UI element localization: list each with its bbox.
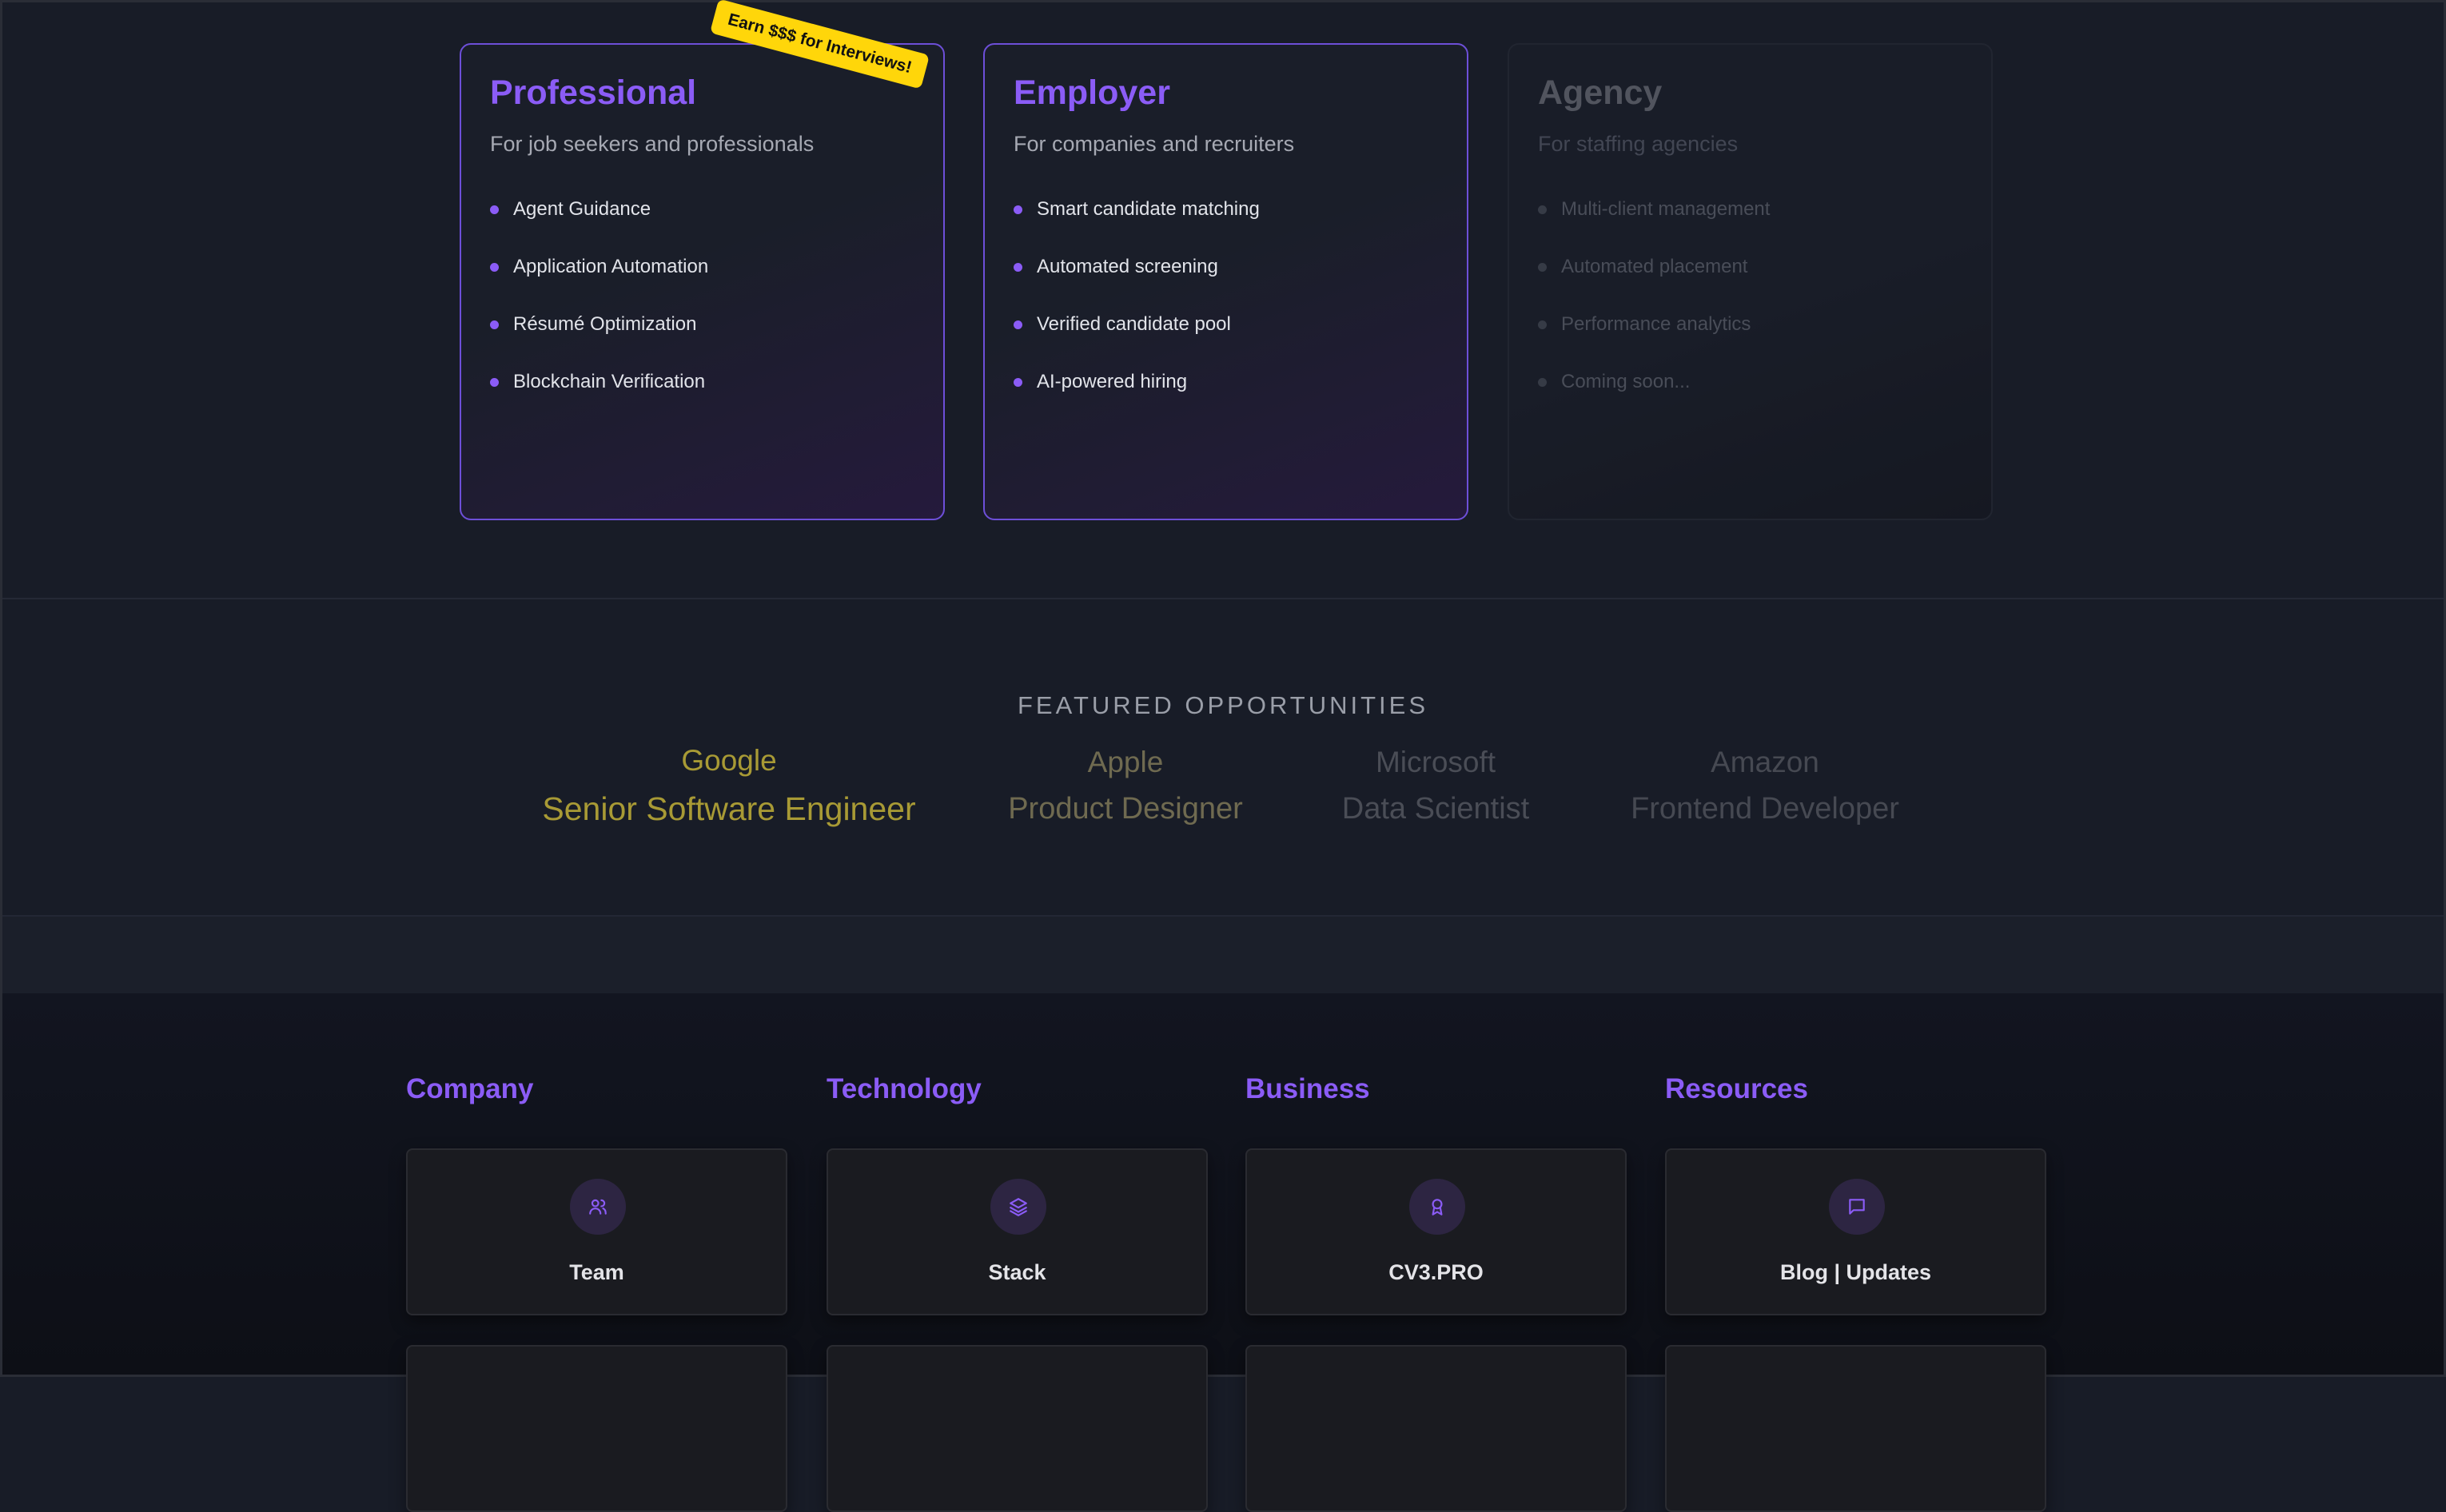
feature-item: Application Automation — [490, 238, 914, 296]
job-title: Product Designer — [1008, 792, 1243, 826]
footer-card-label: Team — [569, 1260, 624, 1284]
feature-item: Blockchain Verification — [490, 353, 914, 411]
company-name: Amazon — [1711, 746, 1819, 778]
users-icon — [570, 1179, 626, 1235]
feature-item: Smart candidate matching — [1014, 181, 1438, 238]
footer-card-blog-updates[interactable]: Blog | Updates — [1665, 1148, 2046, 1315]
bullet-icon — [490, 262, 499, 272]
plan-subtitle: For staffing agencies — [1538, 132, 1739, 156]
opportunity-item[interactable]: Google Senior Software Engineer — [542, 744, 915, 828]
layers-icon — [990, 1179, 1046, 1235]
feature-label: Automated screening — [1037, 256, 1218, 277]
job-title: Senior Software Engineer — [542, 790, 916, 827]
footer-card[interactable] — [1245, 1345, 1627, 1512]
footer-heading: Company — [406, 1073, 534, 1104]
bullet-icon — [490, 320, 499, 329]
feature-label: Smart candidate matching — [1037, 198, 1260, 220]
plan-card-agency[interactable]: Agency For staffing agencies Multi-client … — [1508, 43, 1993, 520]
company-name: Google — [681, 744, 777, 777]
plan-title: Employer — [1014, 74, 1170, 112]
feature-label: AI-powered hiring — [1037, 371, 1188, 392]
feature-label: Multi-client management — [1561, 198, 1771, 220]
opportunity-item[interactable]: Microsoft Data Scientist — [1342, 746, 1529, 826]
feature-label: Performance analytics — [1561, 313, 1751, 335]
plan-subtitle: For companies and recruiters — [1014, 132, 1295, 156]
bullet-icon — [1538, 377, 1547, 387]
feature-label: Blockchain Verification — [513, 371, 706, 392]
plan-title: Agency — [1538, 74, 1663, 112]
bullet-icon — [1538, 205, 1547, 214]
feature-item: Résumé Optimization — [490, 296, 914, 353]
bullet-icon — [1014, 262, 1022, 272]
bullet-icon — [1538, 262, 1547, 272]
section-band — [2, 915, 2444, 993]
feature-list: Smart candidate matching Automated screen… — [1014, 181, 1438, 411]
feature-label: Verified candidate pool — [1037, 313, 1231, 335]
footer-card-cv3-pro[interactable]: CV3.PRO — [1245, 1148, 1627, 1315]
feature-item: Multi-client management — [1538, 181, 1962, 238]
feature-item: Performance analytics — [1538, 296, 1962, 353]
footer-card-label: Stack — [988, 1260, 1046, 1284]
footer-card-label: CV3.PRO — [1388, 1260, 1484, 1284]
footer-heading: Resources — [1665, 1073, 1808, 1104]
footer-card[interactable] — [406, 1345, 787, 1512]
footer-heading: Business — [1245, 1073, 1370, 1104]
plan-subtitle: For job seekers and professionals — [490, 132, 815, 156]
feature-label: Application Automation — [513, 256, 709, 277]
feature-label: Agent Guidance — [513, 198, 651, 220]
feature-item: Automated placement — [1538, 238, 1962, 296]
feature-item: Automated screening — [1014, 238, 1438, 296]
featured-heading: FEATURED OPPORTUNITIES — [1017, 691, 1428, 719]
feature-list: Multi-client management Automated placeme… — [1538, 181, 1962, 411]
bullet-icon — [490, 377, 499, 387]
company-name: Microsoft — [1375, 746, 1496, 778]
footer-card[interactable] — [827, 1345, 1208, 1512]
feature-item: Verified candidate pool — [1014, 296, 1438, 353]
message-square-icon — [1829, 1179, 1885, 1235]
feature-label: Coming soon... — [1561, 371, 1691, 392]
bullet-icon — [1014, 320, 1022, 329]
opportunity-item[interactable]: Amazon Frontend Developer — [1631, 746, 1899, 826]
feature-item: Agent Guidance — [490, 181, 914, 238]
bullet-icon — [1014, 205, 1022, 214]
plan-title: Professional — [490, 74, 697, 112]
plan-card-professional[interactable]: Professional For job seekers and professi… — [460, 43, 945, 520]
feature-item: Coming soon... — [1538, 353, 1962, 411]
plan-card-employer[interactable]: Employer For companies and recruiters Smar… — [983, 43, 1468, 520]
job-title: Frontend Developer — [1631, 792, 1899, 826]
company-name: Apple — [1087, 746, 1164, 778]
feature-list: Agent Guidance Application Automation Résu… — [490, 181, 914, 411]
footer — [2, 993, 2444, 1375]
feature-label: Automated placement — [1561, 256, 1748, 277]
opportunity-item[interactable]: Apple Product Designer — [1008, 746, 1243, 826]
job-title: Data Scientist — [1341, 792, 1530, 826]
divider — [2, 598, 2444, 599]
award-icon — [1409, 1179, 1465, 1235]
feature-label: Résumé Optimization — [513, 313, 697, 335]
footer-card-stack[interactable]: Stack — [827, 1148, 1208, 1315]
bullet-icon — [1014, 377, 1022, 387]
footer-heading: Technology — [827, 1073, 982, 1104]
footer-card-label: Blog | Updates — [1779, 1260, 1932, 1284]
footer-card-team[interactable]: Team — [406, 1148, 787, 1315]
bullet-icon — [1538, 320, 1547, 329]
bullet-icon — [490, 205, 499, 214]
feature-item: AI-powered hiring — [1014, 353, 1438, 411]
footer-card[interactable] — [1665, 1345, 2046, 1512]
